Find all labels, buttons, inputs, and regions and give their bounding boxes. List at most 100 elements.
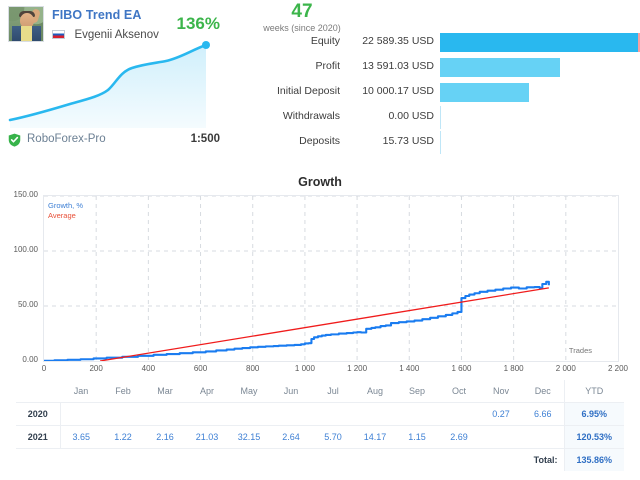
series-line-growth	[44, 280, 550, 361]
table-cell-month	[480, 425, 522, 449]
table-cell-month	[354, 402, 396, 426]
table-cell-month	[438, 402, 480, 426]
table-column-header: Mar	[144, 380, 186, 403]
leverage-value: 1:500	[190, 133, 220, 145]
table-cell-month: 2.16	[144, 425, 186, 449]
signal-author-row: Evgenii Aksenov	[52, 26, 159, 41]
stat-row: Deposits 15.73 USD	[232, 130, 640, 155]
stats-rows: Equity 22 589.35 USD Profit 13 591.03 USD In…	[232, 30, 640, 155]
mini-sparkline-endpoint	[202, 41, 210, 49]
legend-item-average: Average	[48, 211, 76, 220]
growth-chart-section: Growth Growth, % Average Trades 0.00 50.0…	[0, 168, 640, 373]
table-cell-month: 2.69	[438, 425, 480, 449]
table-column-header: Oct	[438, 380, 480, 403]
y-axis-tick-label: 0.00	[22, 355, 38, 364]
table-column-header	[16, 380, 60, 403]
stat-label: Deposits	[299, 135, 340, 147]
table-row: 2021 3.65 1.22 2.16 21.03 32.15 2.64 5.70 14.17 1…	[16, 425, 624, 449]
table-column-header: Feb	[102, 380, 144, 403]
stat-label: Profit	[315, 60, 340, 72]
x-axis-tick-label: 400	[141, 364, 156, 373]
chart-legend: Growth, % Average	[48, 201, 83, 221]
x-axis-tick-label: 0	[41, 364, 47, 373]
stat-bar	[440, 58, 561, 77]
table-cell-month	[102, 402, 144, 426]
series-paths	[44, 280, 550, 361]
table-cell-month	[522, 425, 564, 449]
signal-card: FIBO Trend EA Evgenii Aksenov 136%	[0, 0, 228, 160]
table-cell-month: 2.64	[270, 425, 312, 449]
table-cell-month	[228, 402, 270, 426]
table-header-row: Jan Feb Mar Apr May Jun Jul Aug Sep Oct Nov Dec YTD	[16, 380, 624, 403]
table-cell-month: 32.15	[228, 425, 270, 449]
avatar-shirt	[21, 26, 32, 41]
table-column-header: Jun	[270, 380, 312, 403]
stat-label: Equity	[310, 35, 340, 47]
x-axis-tick-label: 2 000	[555, 364, 576, 373]
signal-header: FIBO Trend EA Evgenii Aksenov	[8, 6, 222, 42]
table-cell-year: 2021	[16, 425, 61, 449]
avatar-head	[20, 13, 34, 28]
x-axis-tick-label: 1 200	[347, 364, 368, 373]
mini-sparkline-area	[10, 45, 206, 128]
account-stats-block: 47 weeks (since 2020) Equity 22 589.35 US…	[232, 0, 640, 160]
x-axis-tick-label: 1 400	[399, 364, 420, 373]
signal-author-name[interactable]: Evgenii Aksenov	[74, 28, 159, 41]
table-total-spacer	[16, 449, 522, 472]
table-column-header: Sep	[396, 380, 438, 403]
grid-lines	[44, 196, 618, 361]
table-total-label: Total:	[533, 455, 558, 465]
table-cell-month: 5.70	[312, 425, 354, 449]
table-cell-month: 14.17	[354, 425, 396, 449]
chart-title: Growth	[298, 175, 342, 189]
table-cell-month	[186, 402, 228, 426]
x-axis-tick-label: 2 200	[607, 364, 629, 373]
table-cell-year: 2020	[16, 402, 61, 426]
series-line-average	[99, 287, 549, 361]
table-column-header: Apr	[186, 380, 228, 403]
x-axis-tick-label: 600	[193, 364, 208, 373]
stat-row: Withdrawals 0.00 USD	[232, 105, 640, 130]
x-axis-tick-label: 1 000	[294, 364, 315, 373]
stat-bar-track	[440, 30, 640, 55]
table-cell-month	[144, 402, 186, 426]
stat-bar	[440, 131, 441, 154]
stat-bar-track	[440, 55, 640, 80]
table-cell-month: 0.27	[480, 402, 522, 426]
stat-bar-end-marker	[638, 33, 640, 52]
stat-value: 13 591.03 USD	[362, 60, 434, 72]
table-cell-month: 3.65	[60, 425, 102, 449]
x-axis-label: Trades	[568, 346, 592, 355]
table-cell-month	[270, 402, 312, 426]
growth-percent-badge: 136%	[176, 14, 220, 33]
weeks-summary: 47 weeks (since 2020)	[232, 2, 372, 34]
stat-bar	[440, 33, 640, 52]
table-column-header: YTD	[563, 380, 624, 403]
table-cell-month: 1.22	[102, 425, 144, 449]
table-column-header: May	[228, 380, 270, 403]
broker-name[interactable]: RoboForex-Pro	[27, 133, 106, 145]
x-axis-tick-label: 1 600	[451, 364, 472, 373]
mini-sparkline-line	[8, 43, 208, 122]
signal-title[interactable]: FIBO Trend EA	[52, 8, 142, 22]
weeks-value: 47	[291, 1, 313, 22]
y-axis-tick-label: 150.00	[13, 190, 38, 199]
stat-row: Equity 22 589.35 USD	[232, 30, 640, 55]
broker-row: RoboForex-Pro 1:500	[8, 132, 220, 150]
stat-label: Initial Deposit	[276, 85, 340, 97]
stat-label: Withdrawals	[282, 110, 340, 122]
x-axis-tick-label: 1 800	[503, 364, 524, 373]
stat-row: Profit 13 591.03 USD	[232, 55, 640, 80]
monthly-growth-table: Jan Feb Mar Apr May Jun Jul Aug Sep Oct Nov Dec YTD …	[16, 380, 624, 471]
table-column-header: Jan	[60, 380, 102, 403]
stat-bar	[440, 106, 441, 129]
avatar	[8, 6, 44, 42]
shield-check-icon	[8, 133, 21, 147]
stat-bar-track	[440, 130, 640, 155]
table-cell-month	[312, 402, 354, 426]
table-cell-ytd: 6.95%	[563, 402, 624, 426]
stat-bar-track	[440, 80, 640, 105]
stat-row: Initial Deposit 10 000.17 USD	[232, 80, 640, 105]
table-column-header: Aug	[354, 380, 396, 403]
weeks-caption: weeks (since 2020)	[263, 23, 341, 33]
